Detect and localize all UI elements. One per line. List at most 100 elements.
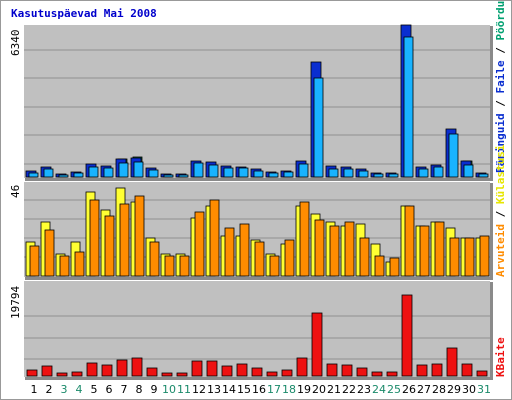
top-files-bar-day-6 — [103, 167, 114, 178]
bottom-kbytes-bar-day-21 — [326, 363, 338, 377]
bottom-kbytes-bar-day-28 — [431, 363, 443, 377]
x-label-day-21: 21 — [327, 383, 341, 396]
x-label-day-14: 14 — [222, 383, 236, 396]
top-files-bar-day-12 — [193, 162, 204, 178]
bottom-kbytes-bar-day-20 — [311, 312, 323, 377]
x-label-day-10: 10 — [162, 383, 176, 396]
bottom-kbytes-bar-day-16 — [251, 367, 263, 377]
top-files-bar-day-26 — [403, 36, 414, 178]
bottom-kbytes-bar-day-4 — [71, 371, 83, 377]
top-files-bar-day-28 — [433, 166, 444, 178]
top-files-bar-day-29 — [448, 133, 459, 178]
top-files-bar-day-13 — [208, 164, 219, 178]
x-label-day-17: 17 — [267, 383, 281, 396]
x-label-day-9: 9 — [151, 383, 158, 396]
middle-sites-bar-day-23 — [359, 237, 370, 277]
bottom-kbytes-bar-day-7 — [116, 359, 128, 377]
x-label-day-30: 30 — [462, 383, 476, 396]
bars-layer — [25, 24, 490, 377]
x-label-day-6: 6 — [106, 383, 113, 396]
legend-pages: Pöördumisi — [494, 1, 507, 41]
legend-sites: Arvuteid — [494, 224, 507, 277]
chart-title: Kasutuspäevad Mai 2008 — [11, 7, 157, 20]
x-label-day-13: 13 — [207, 383, 221, 396]
x-label-day-7: 7 — [121, 383, 128, 396]
x-label-day-5: 5 — [91, 383, 98, 396]
bottom-kbytes-bar-day-10 — [161, 372, 173, 377]
bottom-kbytes-bar-day-24 — [371, 371, 383, 377]
x-label-day-27: 27 — [417, 383, 431, 396]
middle-sites-bar-day-28 — [434, 221, 445, 277]
top-files-bar-day-17 — [268, 172, 279, 178]
x-label-day-22: 22 — [342, 383, 356, 396]
middle-sites-bar-day-11 — [179, 255, 190, 277]
bottom-kbytes-bar-day-5 — [86, 362, 98, 377]
middle-sites-bar-day-26 — [404, 205, 415, 277]
bottom-kbytes-bar-day-27 — [416, 364, 428, 377]
bottom-kbytes-bar-day-11 — [176, 372, 188, 377]
middle-sites-bar-day-27 — [419, 225, 430, 277]
top-files-bar-day-24 — [373, 173, 384, 178]
top-files-bar-day-14 — [223, 167, 234, 178]
bottom-kbytes-bar-day-17 — [266, 371, 278, 377]
middle-sites-bar-day-22 — [344, 221, 355, 277]
x-label-day-2: 2 — [46, 383, 53, 396]
top-files-bar-day-16 — [253, 170, 264, 178]
bottom-kbytes-bar-day-13 — [206, 360, 218, 377]
middle-sites-bar-day-1 — [29, 245, 40, 277]
x-label-day-18: 18 — [282, 383, 296, 396]
top-files-bar-day-2 — [43, 168, 54, 178]
legend-kbytes: KBaite — [494, 337, 507, 377]
middle-sites-bar-day-4 — [74, 251, 85, 277]
legend-sep-mid: / — [494, 204, 507, 224]
middle-sites-bar-day-30 — [464, 237, 475, 277]
x-label-day-23: 23 — [357, 383, 371, 396]
bottom-kbytes-bar-day-30 — [461, 363, 473, 377]
middle-ymax-label: 46 — [9, 185, 22, 198]
x-label-day-1: 1 — [31, 383, 38, 396]
legend-files: Faile — [494, 60, 507, 93]
top-files-bar-day-22 — [343, 168, 354, 178]
middle-sites-bar-day-24 — [374, 255, 385, 277]
bottom-kbytes-bar-day-2 — [41, 365, 53, 377]
bottom-kbytes-bar-day-3 — [56, 372, 68, 377]
bottom-ymax-label: 19794 — [9, 286, 22, 319]
middle-sites-bar-day-2 — [44, 229, 55, 277]
top-files-bar-day-4 — [73, 172, 84, 178]
x-label-day-16: 16 — [252, 383, 266, 396]
bottom-kbytes-bar-day-31 — [476, 370, 488, 377]
bottom-kbytes-bar-day-25 — [386, 371, 398, 377]
top-files-bar-day-18 — [283, 171, 294, 178]
x-label-day-26: 26 — [402, 383, 416, 396]
x-label-day-24: 24 — [372, 383, 386, 396]
middle-sites-bar-day-25 — [389, 257, 400, 277]
top-files-bar-day-21 — [328, 168, 339, 178]
x-label-day-12: 12 — [192, 383, 206, 396]
bottom-kbytes-bar-day-1 — [26, 369, 38, 377]
x-label-day-3: 3 — [61, 383, 68, 396]
top-files-bar-day-1 — [28, 172, 39, 178]
middle-sites-bar-day-14 — [224, 227, 235, 277]
middle-sites-bar-day-8 — [134, 195, 145, 277]
x-label-day-20: 20 — [312, 383, 326, 396]
middle-sites-bar-day-5 — [89, 199, 100, 277]
top-files-bar-day-23 — [358, 170, 369, 178]
top-files-bar-day-20 — [313, 77, 324, 178]
x-axis-labels: 1 2 3 4 5 6 7 8 9 10 11 12 13 14 15 16 17 18 19 20 21 22 23 24 2… — [31, 383, 492, 396]
bottom-kbytes-bar-day-18 — [281, 369, 293, 377]
middle-sites-bar-day-3 — [59, 255, 70, 277]
x-label-day-19: 19 — [297, 383, 311, 396]
legend-visits: Külastusi — [494, 144, 507, 204]
top-ymax-label: 6340 — [9, 30, 22, 57]
bottom-kbytes-bar-day-23 — [356, 367, 368, 377]
middle-sites-bar-day-9 — [149, 241, 160, 277]
bottom-kbytes-bar-day-19 — [296, 357, 308, 377]
middle-sites-bar-day-18 — [284, 239, 295, 277]
x-label-day-4: 4 — [76, 383, 83, 396]
top-files-bar-day-8 — [133, 161, 144, 178]
bottom-kbytes-bar-day-29 — [446, 347, 458, 377]
middle-sites-bar-day-31 — [479, 235, 490, 277]
middle-sites-bar-day-13 — [209, 199, 220, 277]
top-files-bar-day-27 — [418, 168, 429, 178]
